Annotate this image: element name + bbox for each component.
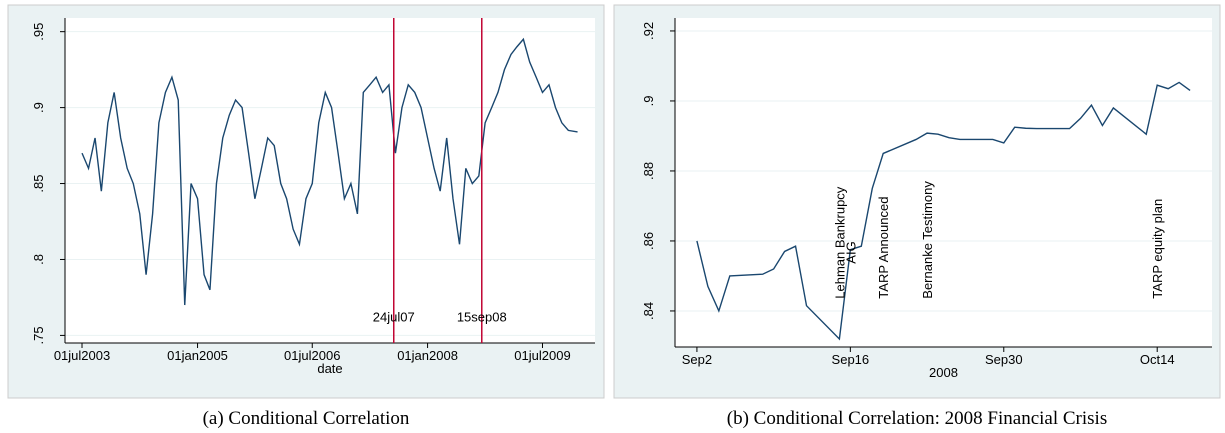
y-tick-label: .8: [31, 254, 46, 265]
x-tick-label: 01jul2003: [54, 348, 110, 363]
y-tick-label: .75: [31, 326, 46, 344]
caption: (b) Conditional Correlation: 2008 Financ…: [727, 408, 1107, 429]
annotation: Lehman Bankrupcy: [832, 186, 847, 299]
y-tick-label: .9: [31, 102, 46, 113]
x-tick-label: 01jan2005: [167, 348, 228, 363]
annotation: Bernanke Testimony: [920, 181, 935, 299]
x-tick-label: Sep2: [682, 352, 712, 367]
y-tick-label: .85: [31, 174, 46, 192]
x-tick-label: Sep30: [985, 352, 1023, 367]
x-tick-label: 01jul2006: [284, 348, 340, 363]
y-tick-label: .92: [641, 22, 656, 40]
x-tick-label: Sep16: [832, 352, 870, 367]
y-tick-label: .95: [31, 23, 46, 41]
series-line: [696, 81, 1191, 341]
y-tick-label: .88: [641, 162, 656, 180]
annotation: AIG: [843, 241, 858, 263]
x-tick-label: 01jan2008: [397, 348, 458, 363]
plot-area: [65, 18, 595, 343]
series-line: [81, 37, 578, 306]
event-label: 24jul07: [373, 310, 415, 325]
caption: (a) Conditional Correlation: [203, 408, 410, 429]
x-axis-label: date: [317, 361, 342, 376]
annotation: TARP Announced: [876, 197, 891, 299]
x-tick-label: Oct14: [1140, 352, 1175, 367]
event-label: 15sep08: [457, 310, 507, 325]
x-axis-label: 2008: [929, 365, 958, 380]
plot-area: [675, 18, 1212, 347]
y-tick-label: .86: [641, 232, 656, 250]
y-tick-label: .9: [641, 96, 656, 107]
y-tick-label: .84: [641, 302, 656, 320]
annotation: TARP equity plan: [1150, 199, 1165, 299]
x-tick-label: 01jul2009: [514, 348, 570, 363]
